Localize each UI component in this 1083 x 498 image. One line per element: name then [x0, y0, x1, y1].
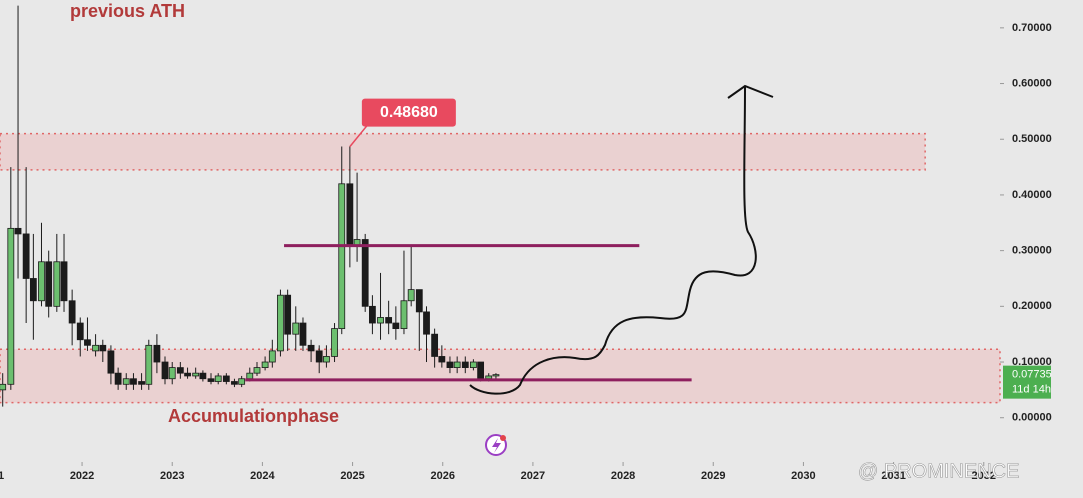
candle-body [338, 183, 346, 330]
candle-body [53, 261, 61, 307]
candle-body [199, 372, 207, 380]
x-tick-label: 2032 [972, 470, 996, 482]
candle-body [114, 372, 122, 385]
candle-body [453, 361, 461, 368]
candle-body [246, 372, 254, 380]
candle-body [60, 261, 68, 302]
candle-body [292, 322, 300, 335]
candle-body [485, 375, 493, 380]
x-tick-label: 2028 [611, 470, 635, 482]
candle-body [99, 344, 107, 352]
countdown: 11d 14h [1012, 384, 1051, 396]
candle-body [446, 361, 454, 368]
candle-body [14, 227, 22, 235]
last-price-label: 0.07735 [1012, 369, 1052, 381]
candle-body [431, 333, 439, 357]
candle-body [315, 350, 323, 363]
candle-body [415, 289, 423, 313]
y-tick-label: 0.10000 [1012, 356, 1052, 368]
candle-body [22, 233, 30, 279]
candle-body [92, 344, 99, 352]
candle-body [184, 372, 191, 377]
annotation: previous ATH [70, 1, 185, 21]
candle-body [268, 350, 276, 363]
zone [0, 132, 926, 171]
y-tick-label: 0.20000 [1012, 300, 1052, 312]
candle-body [29, 278, 37, 302]
y-tick-label: 0.50000 [1012, 133, 1052, 145]
x-tick-label: 2030 [791, 470, 815, 482]
callout-label: 0.48680 [380, 104, 438, 121]
candle-body [68, 300, 76, 324]
candle-body [107, 350, 115, 374]
x-tick-label: 2021 [0, 470, 4, 482]
y-tick-label: 0.60000 [1012, 77, 1052, 89]
x-tick-label: 2024 [250, 470, 275, 482]
x-tick-label: 2022 [70, 470, 94, 482]
candle-body [214, 375, 222, 382]
candle-body [138, 381, 145, 385]
x-tick-label: 2023 [160, 470, 184, 482]
candle-body [461, 361, 469, 368]
candle-body [168, 367, 176, 380]
candle-body [369, 305, 376, 324]
candle-body [284, 294, 292, 335]
candle-body [492, 374, 500, 377]
candle-body [0, 383, 7, 391]
x-tick-label: 2025 [340, 470, 364, 482]
candle-body [438, 356, 446, 363]
x-tick-label: 2027 [521, 470, 545, 482]
candle-body [76, 322, 84, 341]
candle-body [331, 328, 338, 357]
candle-body [323, 356, 330, 363]
candle-body [145, 344, 153, 385]
icon [485, 434, 507, 456]
candle-body [238, 378, 246, 385]
candle-body [38, 261, 45, 302]
x-tick-label: 2031 [881, 470, 905, 482]
x-tick-label: 2029 [701, 470, 725, 482]
candle-body [261, 361, 269, 368]
candle-body [307, 344, 315, 352]
candle-body [400, 300, 408, 330]
candle-body [253, 367, 261, 374]
candle-body [392, 322, 400, 330]
candle-body [299, 322, 307, 346]
candle-body [192, 372, 200, 377]
candle-body [346, 183, 354, 246]
candle-body [407, 289, 415, 302]
candle-body [176, 367, 184, 374]
candle-body [153, 344, 161, 363]
candle-body [130, 378, 137, 385]
candle-body [161, 361, 169, 380]
candle-body [122, 378, 130, 385]
hand-drawn-projection [469, 84, 774, 395]
candle-body [222, 375, 230, 382]
x-tick-label: 2026 [430, 470, 454, 482]
candle-body [423, 311, 430, 335]
candle-body [385, 317, 393, 324]
candle-body [84, 339, 91, 346]
candle-body [361, 239, 369, 307]
y-tick-label: 0.30000 [1012, 245, 1052, 257]
annotation: Accumulationphase [168, 406, 339, 426]
callout-box [361, 98, 456, 127]
candle-body [477, 361, 485, 380]
candle-body [469, 361, 477, 368]
y-tick-label: 0.40000 [1012, 189, 1052, 201]
candle-body [231, 381, 238, 385]
watermark: @ PROMINENCE [858, 460, 1019, 482]
callout-pointer [349, 124, 369, 148]
candle-body [45, 261, 53, 307]
y-tick-label: 0.00000 [1012, 412, 1052, 424]
candle-body [7, 227, 15, 385]
candle-body [207, 378, 215, 382]
candle-body [377, 317, 384, 324]
candle-body [277, 294, 284, 352]
last-price-box [1003, 365, 1051, 399]
y-tick-label: 0.70000 [1012, 22, 1052, 34]
